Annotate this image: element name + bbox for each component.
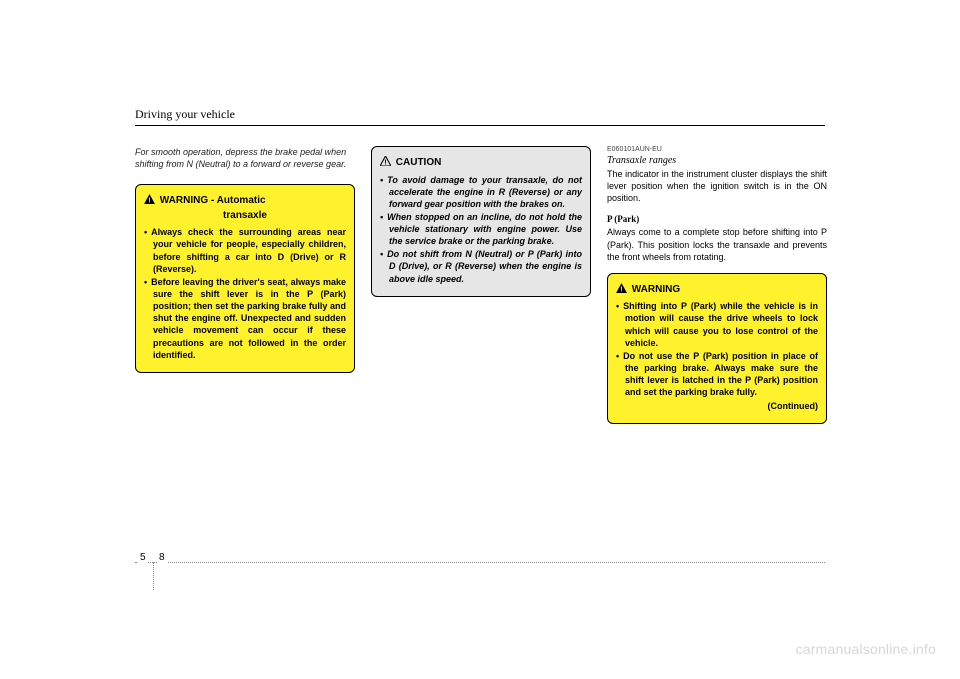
body-text-indicator: The indicator in the instrument cluster … <box>607 168 827 204</box>
svg-text:!: ! <box>148 196 150 204</box>
page-num-page: 8 <box>157 552 167 563</box>
warning-title-text: WARNING <box>632 284 680 295</box>
caution-box: ! CAUTION To avoid damage to your transa… <box>371 146 591 297</box>
intro-text: For smooth operation, depress the brake … <box>135 146 355 170</box>
warning-icon: ! <box>616 283 627 298</box>
doc-code: E060101AUN-EU <box>607 146 827 153</box>
warning-item: Always check the surrounding areas near … <box>144 226 346 275</box>
warning-item: Do not use the P (Park) position in plac… <box>616 350 818 399</box>
page-num-chapter: 5 <box>138 552 148 563</box>
warning-box-automatic-transaxle: ! WARNING - Automatic transaxle Always c… <box>135 184 355 373</box>
warning-list: Shifting into P (Park) while the vehicle… <box>616 300 818 398</box>
warning-subtitle-line2: transaxle <box>144 209 346 223</box>
svg-text:!: ! <box>384 158 386 166</box>
caution-title-text: CAUTION <box>396 157 442 168</box>
header-rule: Driving your vehicle <box>135 105 825 126</box>
warning-icon: ! <box>144 194 155 209</box>
warning-item: Before leaving the driver's seat, always… <box>144 276 346 361</box>
section-title: Driving your vehicle <box>135 107 235 121</box>
warning-box-park: ! WARNING Shifting into P (Park) while t… <box>607 273 827 424</box>
subheading-transaxle-ranges: Transaxle ranges <box>607 155 827 166</box>
continued-label: (Continued) <box>616 400 818 412</box>
columns: For smooth operation, depress the brake … <box>135 146 825 424</box>
warning-item: Shifting into P (Park) while the vehicle… <box>616 300 818 349</box>
column-3: E060101AUN-EU Transaxle ranges The indic… <box>607 146 827 424</box>
caution-item: To avoid damage to your transaxle, do no… <box>380 174 582 210</box>
column-2: ! CAUTION To avoid damage to your transa… <box>371 146 591 424</box>
dotted-rule <box>135 562 825 563</box>
caution-list: To avoid damage to your transaxle, do no… <box>380 174 582 285</box>
caution-item: When stopped on an incline, do not hold … <box>380 211 582 247</box>
watermark: carmanualsonline.info <box>796 641 936 657</box>
caution-icon: ! <box>380 156 391 171</box>
caution-title: ! CAUTION <box>380 155 582 170</box>
svg-text:!: ! <box>620 284 622 292</box>
warning-subtitle-inline: Automatic <box>217 195 266 206</box>
warning-title-text: WARNING - <box>160 195 214 206</box>
warning-title: ! WARNING - Automatic <box>144 193 346 208</box>
dotted-rule-v <box>153 562 154 590</box>
body-text-park: Always come to a complete stop before sh… <box>607 226 827 262</box>
range-label-park: P (Park) <box>607 214 827 224</box>
column-1: For smooth operation, depress the brake … <box>135 146 355 424</box>
caution-item: Do not shift from N (Neutral) or P (Park… <box>380 248 582 284</box>
warning-title: ! WARNING <box>616 282 818 297</box>
warning-list: Always check the surrounding areas near … <box>144 226 346 361</box>
page-content: Driving your vehicle For smooth operatio… <box>135 105 825 424</box>
